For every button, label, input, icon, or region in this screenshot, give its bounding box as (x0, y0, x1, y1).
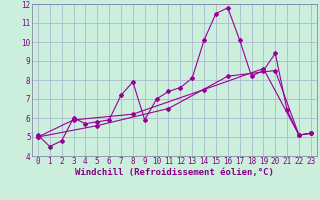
X-axis label: Windchill (Refroidissement éolien,°C): Windchill (Refroidissement éolien,°C) (75, 168, 274, 177)
